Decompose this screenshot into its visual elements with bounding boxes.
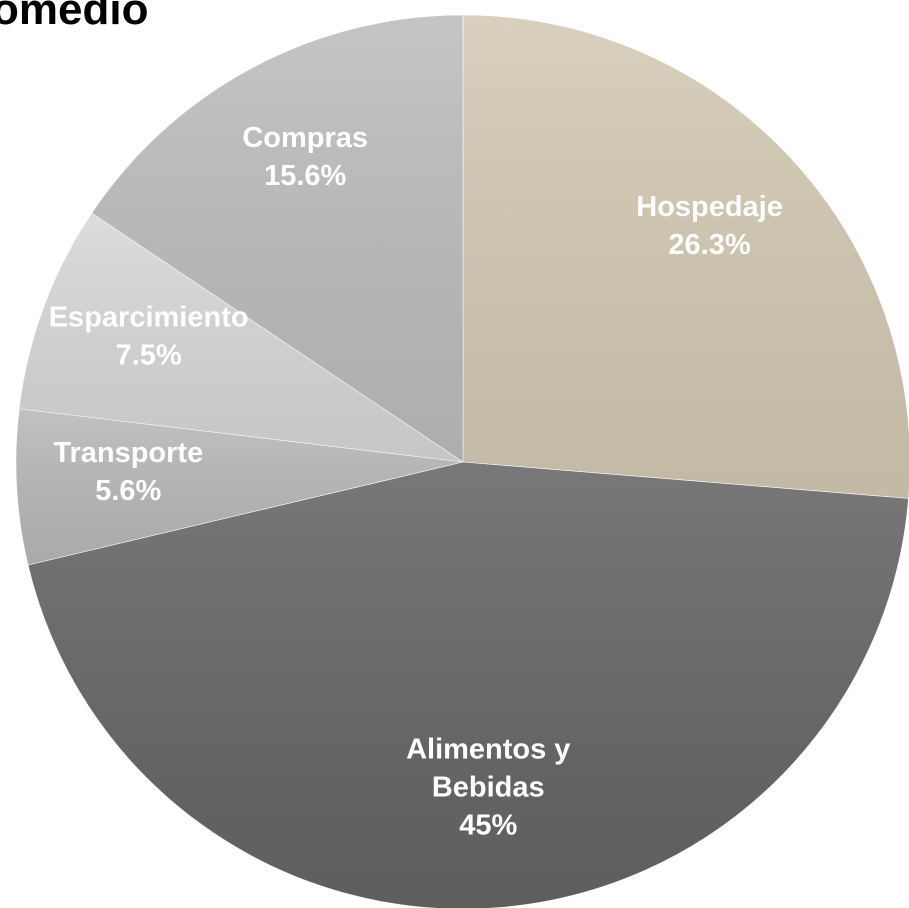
slice-shade [15,408,463,565]
slice-shade [91,15,463,462]
value-label: 15.6% [264,160,346,192]
slice-label: Transporte [53,437,203,469]
chart-title: omedio [0,0,148,34]
value-label: 26.3% [668,229,750,261]
value-label: 7.5% [116,339,182,371]
slice-label: Alimentos y Bebidas [406,733,570,803]
slice-shade [28,462,909,908]
slice-shade [19,213,463,462]
value-label: 45% [459,809,517,841]
slice-label: Esparcimiento [49,301,249,333]
slice-label: Hospedaje [636,191,783,223]
slice-shade [463,15,909,499]
slice-label: Compras [242,122,368,154]
value-label: 5.6% [95,475,161,507]
pie [15,14,909,908]
